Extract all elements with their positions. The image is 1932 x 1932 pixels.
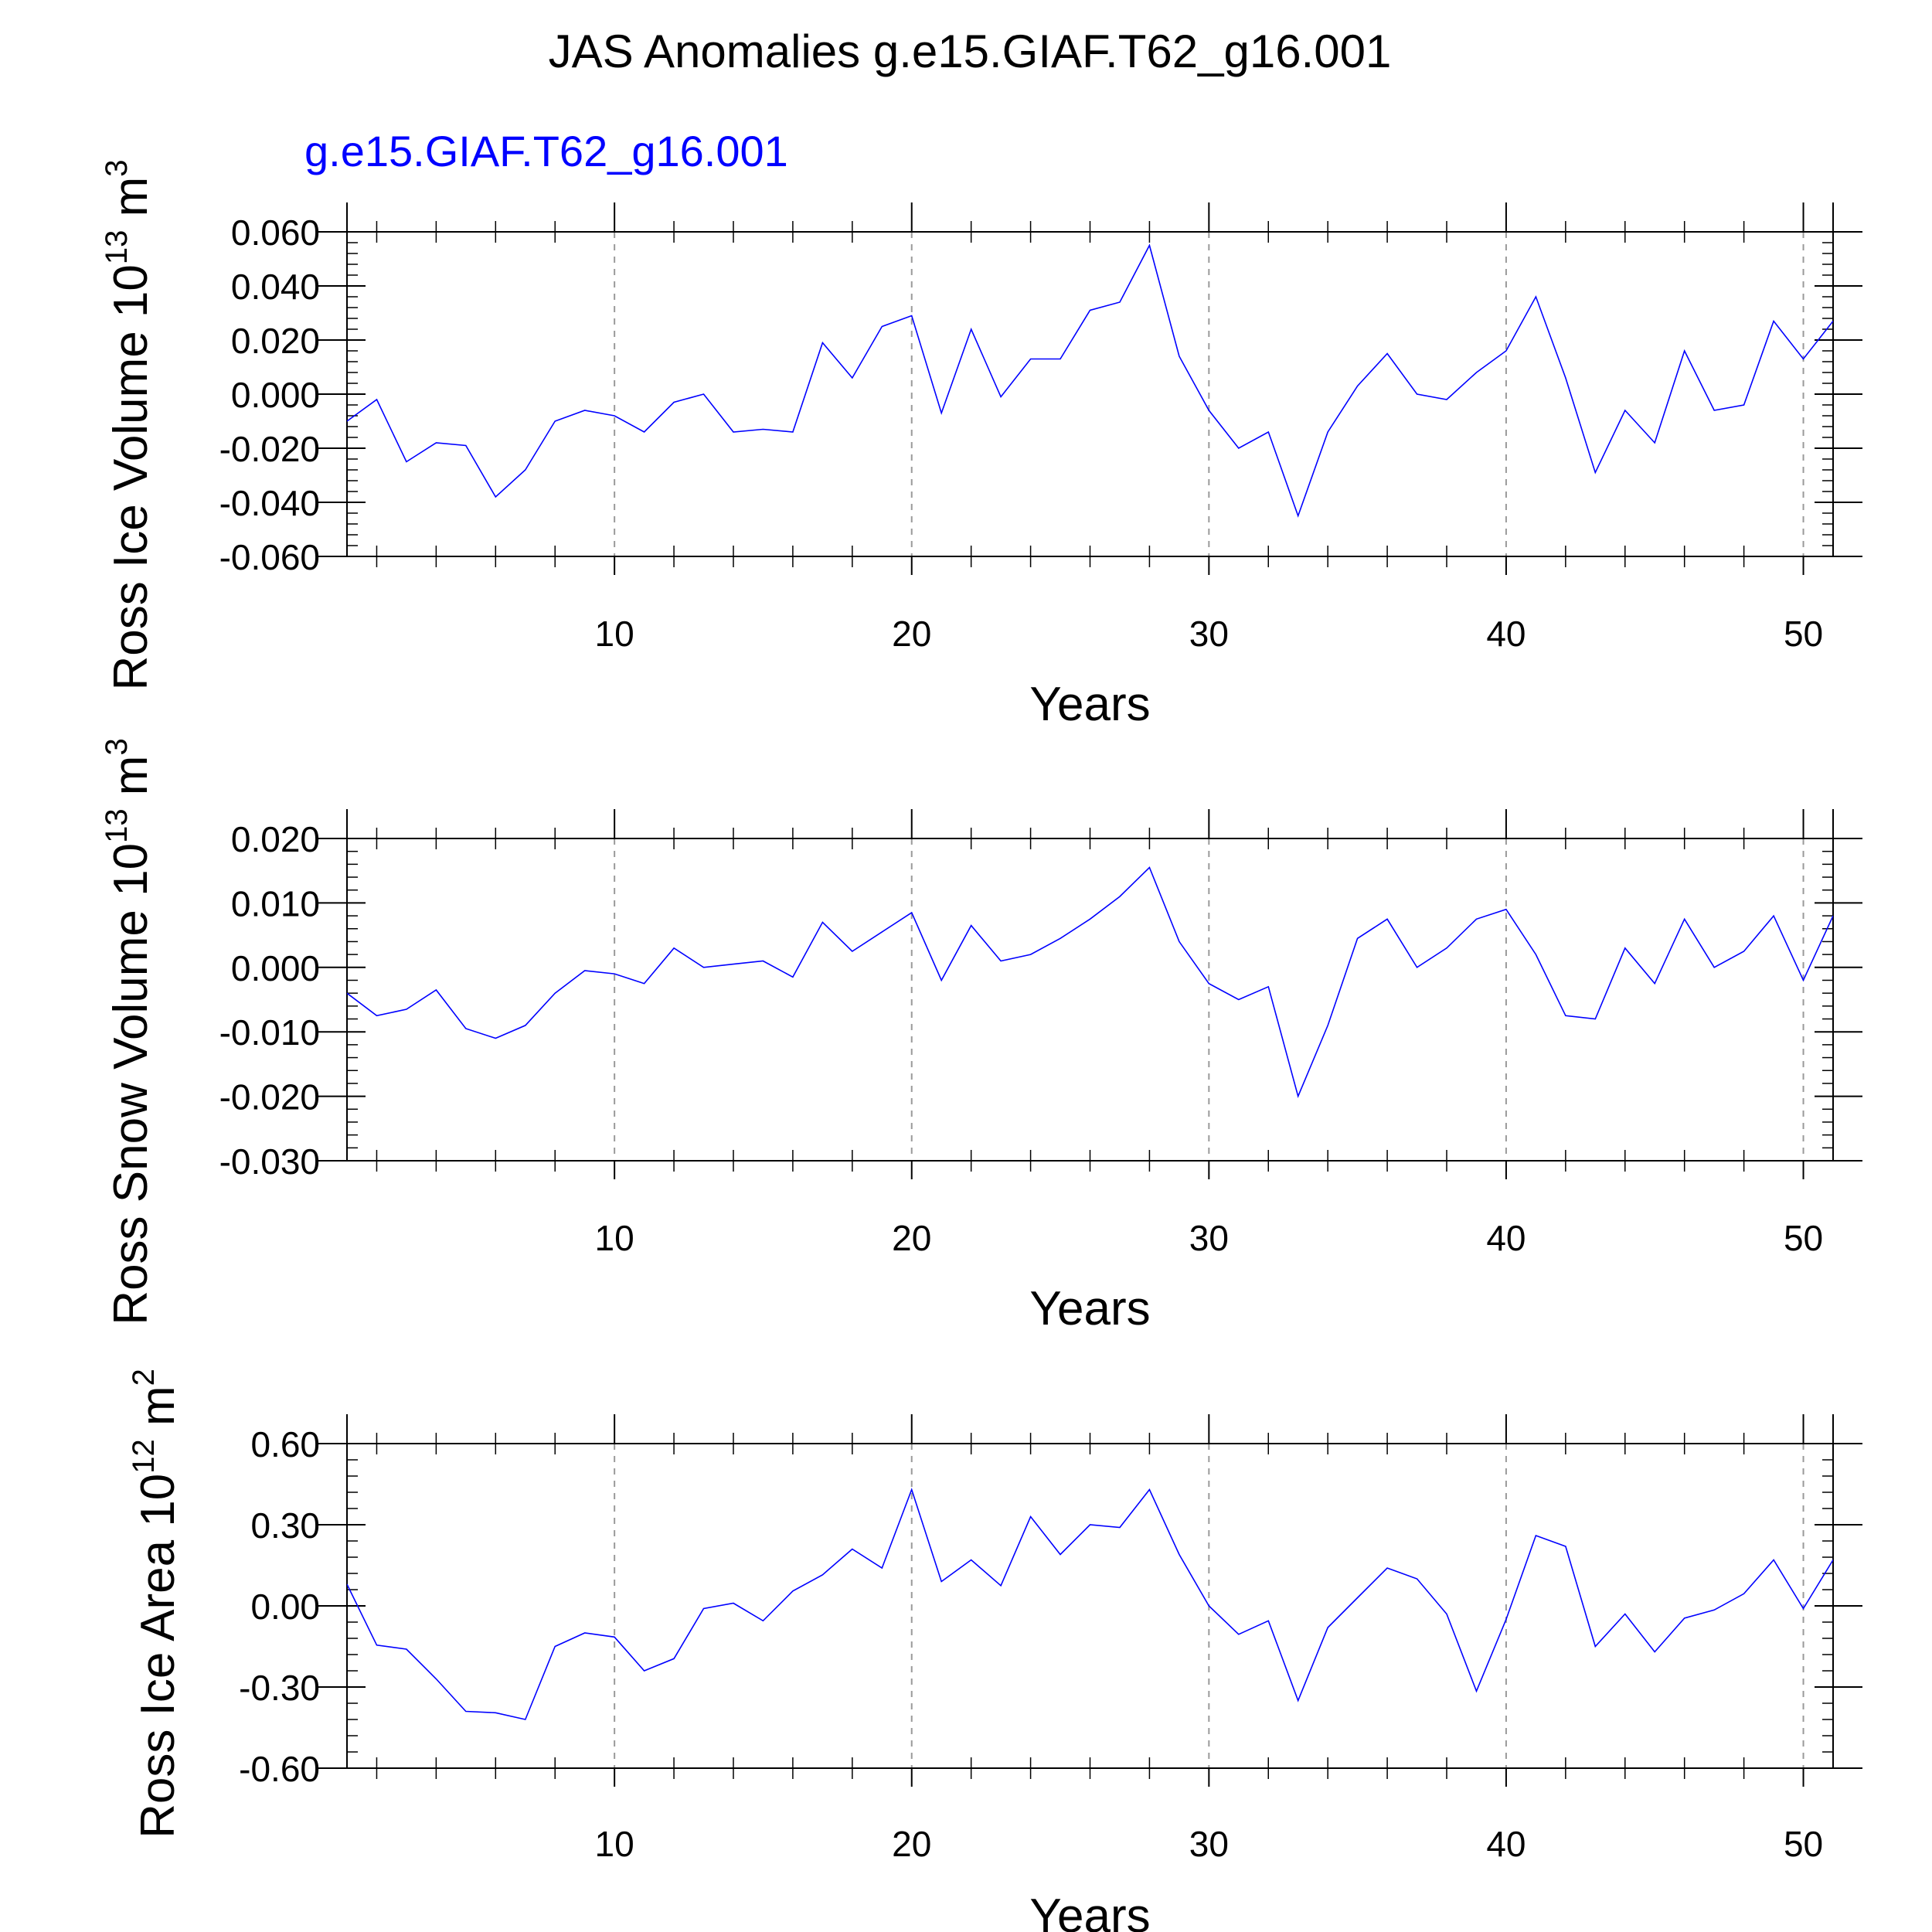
y-axis-label-unit-exponent: 2 — [127, 1369, 161, 1386]
y-axis-label: Ross Ice Volume 1013 m3 — [100, 159, 158, 690]
y-axis-label: Ross Snow Volume 1013 m3 — [100, 738, 158, 1325]
x-tick-label: 20 — [892, 1218, 931, 1258]
y-tick-label: 0.020 — [231, 819, 320, 859]
y-axis-label: Ross Ice Area 1012 m2 — [127, 1369, 185, 1838]
x-tick-label: 50 — [1784, 614, 1823, 654]
x-tick-label: 30 — [1189, 1218, 1229, 1258]
x-tick-label: 10 — [595, 1218, 634, 1258]
x-tick-label: 40 — [1486, 1824, 1526, 1864]
y-axis-label-exponent: 13 — [100, 808, 134, 843]
series-line — [347, 1488, 1833, 1720]
y-axis-label-unit-exponent: 3 — [100, 159, 134, 176]
x-tick-label: 10 — [595, 614, 634, 654]
x-axis-label: Years — [1029, 1282, 1150, 1335]
panel-1: 0.060 0.040 0.020 0.000 -0.020 -0.040 -0.060 10… — [100, 159, 1862, 731]
figure-subtitle: g.e15.GIAF.T62_g16.001 — [304, 127, 788, 175]
y-tick-label: -0.010 — [219, 1012, 320, 1053]
x-tick-label: 30 — [1189, 614, 1229, 654]
x-tick-label: 20 — [892, 1824, 931, 1864]
x-tick-label: 30 — [1189, 1824, 1229, 1864]
y-tick-label: 0.00 — [250, 1587, 320, 1627]
y-axis-label-unit: m — [104, 756, 158, 809]
y-tick-label: 0.020 — [231, 321, 320, 361]
panel-3: 0.60 0.30 0.00 -0.30 -0.60 10 20 30 40 50 Years Ros… — [127, 1369, 1862, 1932]
x-tick-label: 40 — [1486, 1218, 1526, 1258]
series-line — [347, 243, 1833, 518]
y-axis-label-main: Ross Snow Volume 10 — [104, 843, 158, 1325]
x-tick-label: 20 — [892, 614, 931, 654]
y-tick-label: -0.060 — [219, 537, 320, 577]
y-tick-label: -0.30 — [239, 1668, 320, 1708]
panels: 0.060 0.040 0.020 0.000 -0.020 -0.040 -0.060 10… — [100, 159, 1862, 1932]
y-tick-label: 0.060 — [231, 213, 320, 253]
panel-2: 0.020 0.010 0.000 -0.010 -0.020 -0.030 10 20 30 4… — [100, 738, 1862, 1335]
y-tick-label: -0.040 — [219, 483, 320, 523]
y-axis-label-main: Ross Ice Area 10 — [131, 1474, 185, 1838]
y-tick-label: 0.040 — [231, 267, 320, 307]
y-axis-label-unit: m — [131, 1386, 185, 1439]
y-tick-label: 0.010 — [231, 883, 320, 923]
x-tick-label: 50 — [1784, 1824, 1823, 1864]
x-axis-label: Years — [1029, 1889, 1150, 1932]
y-tick-label: 0.60 — [250, 1424, 320, 1464]
x-axis-label: Years — [1029, 678, 1150, 731]
y-tick-label: -0.020 — [219, 429, 320, 469]
figure-title: JAS Anomalies g.e15.GIAF.T62_g16.001 — [549, 26, 1392, 77]
series-line — [347, 866, 1833, 1099]
x-tick-label: 50 — [1784, 1218, 1823, 1258]
y-axis-label-exponent: 13 — [100, 230, 134, 265]
y-axis-label-exponent: 12 — [127, 1439, 161, 1474]
y-tick-label: -0.020 — [219, 1077, 320, 1117]
y-tick-label: 0.000 — [231, 948, 320, 988]
y-tick-label: -0.60 — [239, 1749, 320, 1789]
y-axis-label-unit: m — [104, 177, 158, 230]
y-tick-label: -0.030 — [219, 1141, 320, 1182]
y-tick-label: 0.000 — [231, 375, 320, 415]
x-tick-label: 40 — [1486, 614, 1526, 654]
x-tick-label: 10 — [595, 1824, 634, 1864]
y-tick-label: 0.30 — [250, 1505, 320, 1546]
y-axis-label-main: Ross Ice Volume 10 — [104, 264, 158, 690]
y-axis-label-unit-exponent: 3 — [100, 738, 134, 755]
